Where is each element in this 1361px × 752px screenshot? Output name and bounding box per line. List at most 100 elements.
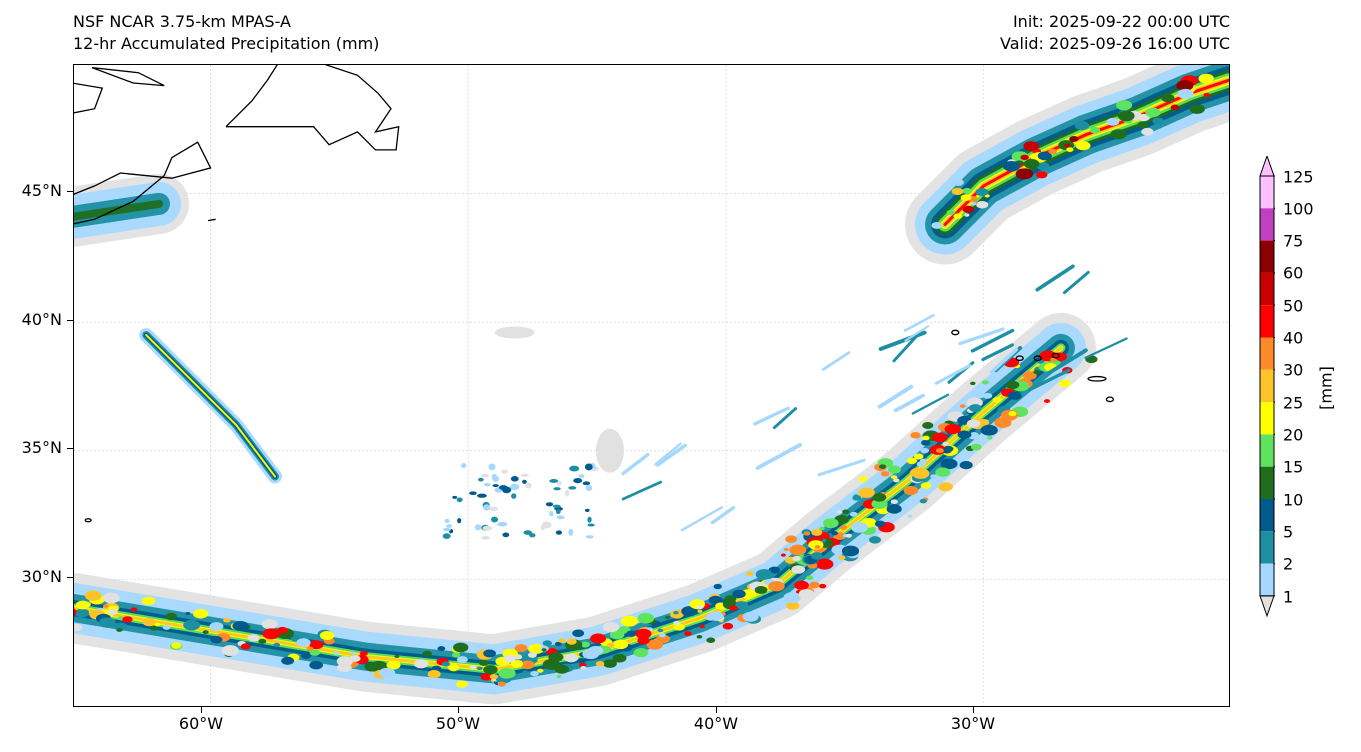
frontal-band-cell	[554, 664, 570, 674]
scatter-cell	[525, 482, 532, 489]
colorbar-segment	[1260, 434, 1274, 467]
frontal-band-cell	[803, 531, 811, 536]
comma-band-cell	[966, 183, 972, 187]
comma-band-cell	[931, 221, 943, 229]
frontal-band-cell	[296, 638, 311, 648]
frontal-band-cell	[791, 565, 806, 574]
frontal-band-cell	[819, 526, 825, 531]
scatter-cell	[492, 484, 499, 488]
comma-band-cell	[962, 187, 972, 195]
frontal-band-cell	[74, 589, 81, 594]
lat-label-40: 40°N	[21, 310, 62, 329]
frontal-band-cell	[1043, 399, 1051, 403]
comma-band-cell	[1066, 147, 1074, 152]
comma-band-cell	[962, 205, 975, 213]
frontal-band-cell	[141, 596, 156, 606]
frontal-band-cell	[658, 632, 666, 638]
frontal-band-cell	[489, 674, 499, 680]
streak	[772, 407, 798, 430]
colorbar-segment	[1260, 272, 1274, 306]
map-panel[interactable]	[73, 64, 1230, 707]
streak	[755, 443, 802, 470]
gaspe-coast	[74, 82, 104, 114]
frontal-band-cell	[932, 432, 948, 443]
title-left: NSF NCAR 3.75-km MPAS-A 12-hr Accumulate…	[73, 11, 379, 55]
frontal-band-cell	[309, 649, 321, 656]
azores-island-coast	[1087, 375, 1107, 382]
frontal-band-cell	[612, 653, 627, 663]
frontal-band-cell	[480, 672, 493, 681]
frontal-band-cell	[427, 670, 441, 679]
frontal-band-cell	[786, 601, 800, 610]
colorbar-label-5: 5	[1283, 522, 1294, 542]
scatter-cell	[568, 486, 577, 490]
frontal-band-cell	[580, 665, 587, 670]
frontal-band-cell	[798, 589, 815, 600]
frontal-band-cell	[87, 628, 94, 633]
frontal-band-cell	[696, 604, 704, 610]
frontal-band-cell	[1008, 411, 1017, 417]
frontal-band-cell	[635, 628, 652, 639]
frontal-band-cell	[840, 525, 848, 530]
scatter-cell	[552, 504, 561, 509]
frontal-band-cell	[850, 522, 868, 533]
frontal-band-cell	[785, 535, 798, 543]
frontal-band-cell	[171, 642, 182, 649]
field-name: 12-hr Accumulated Precipitation (mm)	[73, 34, 380, 53]
colorbar-segment	[1260, 563, 1274, 596]
lat-label-35: 35°N	[21, 438, 62, 457]
init-time: Init: 2025-09-22 00:00 UTC	[1012, 12, 1230, 31]
frontal-band-cell	[811, 529, 823, 536]
frontal-band-cell	[84, 590, 102, 601]
frontal-band-cell	[74, 608, 77, 616]
frontal-band-cell	[422, 650, 432, 657]
frontal-band-cell	[537, 668, 544, 673]
frontal-band-cell	[98, 617, 116, 628]
frontal-band-cell	[262, 628, 280, 640]
colorbar-segment	[1260, 466, 1274, 499]
scatter-cell	[553, 487, 561, 491]
frontal-band-cell	[890, 499, 898, 504]
frontal-band-cell	[276, 626, 288, 634]
frontal-band-cell	[478, 659, 489, 666]
frontal-band-cell	[842, 509, 850, 515]
valid-time: Valid: 2025-09-26 16:00 UTC	[999, 34, 1230, 53]
frontal-band-cell	[530, 670, 539, 677]
frontal-band-cell	[871, 498, 888, 509]
frontal-band-cell	[1059, 379, 1071, 388]
frontal-band-cell	[590, 633, 607, 644]
scatter-cell	[555, 530, 563, 535]
comma-band-cell	[1023, 141, 1039, 151]
coastlines	[74, 65, 1115, 523]
frontal-band-cell	[768, 581, 785, 592]
lon-label-30w: 30°W	[950, 714, 996, 733]
scatter-cell	[545, 502, 554, 507]
colorbar-label-25: 25	[1283, 393, 1304, 413]
azores-island-coast	[1033, 355, 1042, 362]
frontal-band-cell	[858, 476, 868, 483]
frontal-band-cell	[542, 640, 553, 647]
frontal-band-cell	[556, 674, 562, 678]
nova-scotia-band-layer	[74, 199, 163, 221]
frontal-band-cell	[713, 583, 722, 590]
colorbar	[1259, 156, 1275, 618]
precipitation-map	[74, 65, 1229, 706]
frontal-band-cell	[232, 620, 249, 632]
frontal-band-cell	[528, 644, 545, 654]
frontal-band-cell	[780, 553, 786, 557]
streak	[893, 393, 925, 413]
frontal-band-cell	[814, 545, 821, 549]
frontal-band-cell	[469, 665, 477, 670]
frontal-band-cell	[959, 404, 966, 408]
frontal-band-cell	[183, 619, 201, 631]
frontal-band-cell	[944, 423, 961, 435]
scatter-cell	[564, 490, 570, 496]
azores-island-coast	[1105, 396, 1115, 403]
frontal-band-cell	[940, 458, 958, 470]
comma-band-cell	[1075, 141, 1091, 151]
frontal-band-cell	[838, 555, 846, 560]
frontal-band-cell	[706, 637, 716, 643]
frontal-band-cell	[1005, 380, 1020, 390]
frontal-band-cell	[453, 642, 469, 653]
frontal-band-cell	[75, 608, 90, 618]
